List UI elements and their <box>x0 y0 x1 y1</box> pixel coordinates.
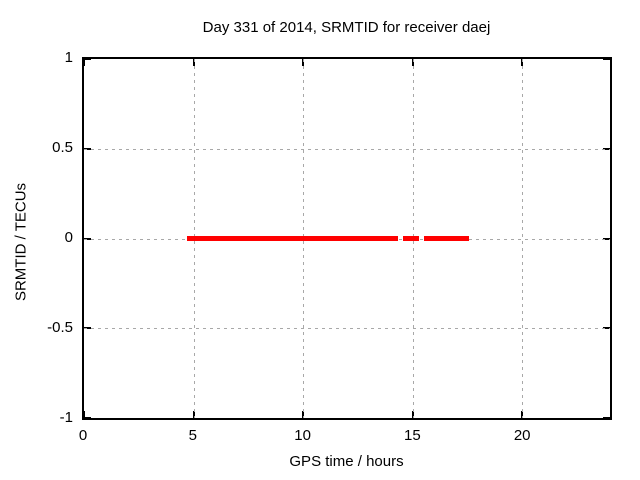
y-tick-label: -0.5 <box>47 319 73 336</box>
grid-line-horizontal <box>84 148 610 150</box>
y-tick-mark <box>84 58 91 60</box>
data-segment <box>402 236 420 241</box>
x-tick-label: 5 <box>188 427 197 444</box>
y-tick-mark <box>603 417 610 419</box>
x-tick-label: 20 <box>513 427 531 444</box>
x-tick-label: 10 <box>294 427 311 444</box>
y-tick-label: -1 <box>59 409 73 426</box>
x-tick-label: 0 <box>78 427 88 444</box>
y-tick-label: 0 <box>64 229 73 246</box>
data-segment <box>187 236 399 241</box>
y-tick-label: 1 <box>64 49 73 66</box>
x-tick-mark <box>83 411 85 418</box>
x-axis-label: GPS time / hours <box>289 453 404 470</box>
y-tick-label: 0.5 <box>52 139 73 156</box>
y-tick-mark <box>603 58 610 60</box>
data-segment <box>423 236 469 241</box>
y-tick-mark <box>84 417 91 419</box>
x-tick-label: 15 <box>404 427 421 444</box>
grid-line-horizontal <box>84 328 610 330</box>
chart-title: Day 331 of 2014, SRMTID for receiver dae… <box>202 19 491 36</box>
plot-area <box>82 57 612 420</box>
x-tick-mark <box>83 59 85 66</box>
